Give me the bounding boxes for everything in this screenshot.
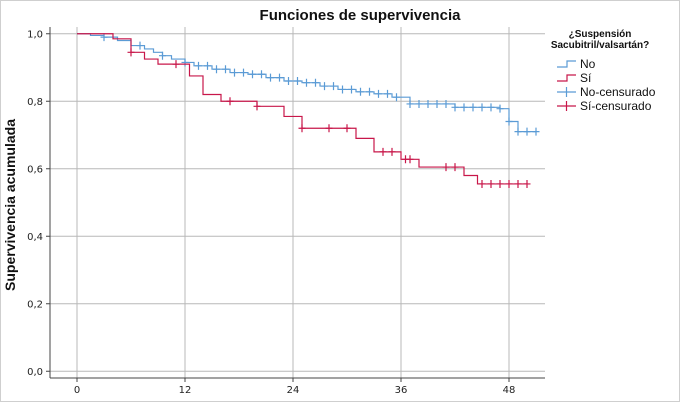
y-tick-label: 0,2 xyxy=(27,299,43,310)
y-tick-label: 0,8 xyxy=(27,97,43,108)
series-si-censor-mark xyxy=(523,179,531,188)
series-no-censor-mark xyxy=(451,103,459,112)
series-no-censor-mark xyxy=(312,78,319,87)
series-no-censor-mark xyxy=(478,103,486,112)
series-no-censor-mark xyxy=(487,103,495,112)
series-no-censor-mark xyxy=(357,87,364,96)
series-no-censor-mark xyxy=(424,99,432,108)
series-no-censor-mark xyxy=(213,65,220,74)
series-si-censor-mark xyxy=(514,179,522,188)
series-si-censor-mark xyxy=(496,179,504,188)
x-tick-label: 48 xyxy=(503,385,516,396)
series-no-censor-mark xyxy=(375,89,382,98)
series-no-censor-mark xyxy=(442,99,450,108)
series-no-censor-mark xyxy=(294,77,301,85)
series-si-censor-mark xyxy=(451,163,459,172)
series-si-censor-mark xyxy=(487,179,495,188)
legend-swatch-si xyxy=(557,74,576,82)
series-no-censor-mark xyxy=(348,85,355,94)
series-no-censor-mark xyxy=(514,127,522,136)
series-si-censor-mark xyxy=(406,155,414,164)
chart-title: Funciones de supervivencia xyxy=(260,7,462,24)
y-tick-label: 0,4 xyxy=(27,232,43,243)
series-no-censor-mark xyxy=(460,103,468,112)
series-no-censor-mark xyxy=(339,85,346,94)
series-no-censor-mark xyxy=(195,61,202,70)
series-no-censor-mark xyxy=(433,99,441,108)
series-no-censor-mark xyxy=(231,68,238,77)
series-si-censor-mark xyxy=(379,147,387,156)
axes: 0 12 24 36 48 0,0 0,2 0,4 0,6 0,8 1,0 xyxy=(27,27,545,396)
series-no-censor-mark xyxy=(100,33,108,42)
series-si-censor-mark xyxy=(253,102,261,111)
series-si-censor-mark xyxy=(442,163,450,172)
legend-label: No-censurado xyxy=(580,85,656,99)
series-no-censor-mark xyxy=(321,82,328,91)
series-no-censor-mark xyxy=(303,78,310,87)
legend-swatch-no xyxy=(557,60,576,68)
y-tick-label: 0,6 xyxy=(27,164,43,175)
series-no-censor-mark xyxy=(249,70,256,79)
series-si-censor-mark xyxy=(127,48,135,57)
series-no-censor-mark xyxy=(330,82,337,91)
y-tick-label: 1,0 xyxy=(27,29,43,40)
series-no-censor-mark xyxy=(136,41,144,50)
series-no-censor-mark xyxy=(276,73,283,82)
series-no-censor-mark xyxy=(415,99,423,108)
legend-swatch-censor-si xyxy=(557,101,576,111)
series-no-censor-mark xyxy=(532,127,540,136)
series-si-censor-mark xyxy=(298,124,306,133)
series-si-censor-mark xyxy=(343,124,351,133)
series-si-censor-mark xyxy=(325,124,333,133)
series-layer xyxy=(77,33,540,188)
legend-swatch-censor-no xyxy=(557,87,576,97)
legend-label: Sí xyxy=(580,71,592,85)
series-no-censor-mark xyxy=(469,103,477,112)
series-no-censor-mark xyxy=(523,127,531,136)
x-tick-label: 12 xyxy=(179,385,192,396)
series-no-censor-mark xyxy=(496,104,504,113)
series-no-censor-mark xyxy=(204,61,211,70)
series-no-censor-mark xyxy=(159,51,166,60)
series-no-censor-mark xyxy=(366,87,373,96)
series-no-censor-mark xyxy=(181,58,189,67)
series-no-censor-mark xyxy=(240,68,247,77)
series-si-censor-mark xyxy=(172,60,180,69)
series-no-censor-mark xyxy=(406,99,414,108)
series-si-censor-mark xyxy=(478,179,486,188)
y-tick-label: 0,0 xyxy=(27,367,43,378)
series-no-censor-mark xyxy=(258,70,265,79)
x-tick-label: 24 xyxy=(287,385,300,396)
series-no-censor-mark xyxy=(267,73,274,82)
series-no-censor-mark xyxy=(505,117,513,126)
series-no-censor-mark xyxy=(393,93,400,102)
series-si-censor-mark xyxy=(505,179,513,188)
series-no-censor-mark xyxy=(222,65,229,74)
x-tick-label: 36 xyxy=(395,385,408,396)
series-si-censor-mark xyxy=(226,97,234,106)
legend-label: Sí-censurado xyxy=(580,99,652,113)
grid-lines xyxy=(50,27,545,378)
legend-title-line-1: ¿Suspensión xyxy=(569,29,632,40)
y-axis-label: Supervivencia acumulada xyxy=(2,119,18,291)
x-tick-label: 0 xyxy=(74,385,80,396)
series-no-censor-mark xyxy=(384,89,391,98)
legend-title-line-2: Sacubitril/valsartán? xyxy=(551,40,649,51)
legend-label: No xyxy=(580,57,596,71)
series-si-censor-mark xyxy=(388,147,396,156)
series-no-censor-mark xyxy=(285,77,292,85)
series-si-line xyxy=(77,33,527,185)
